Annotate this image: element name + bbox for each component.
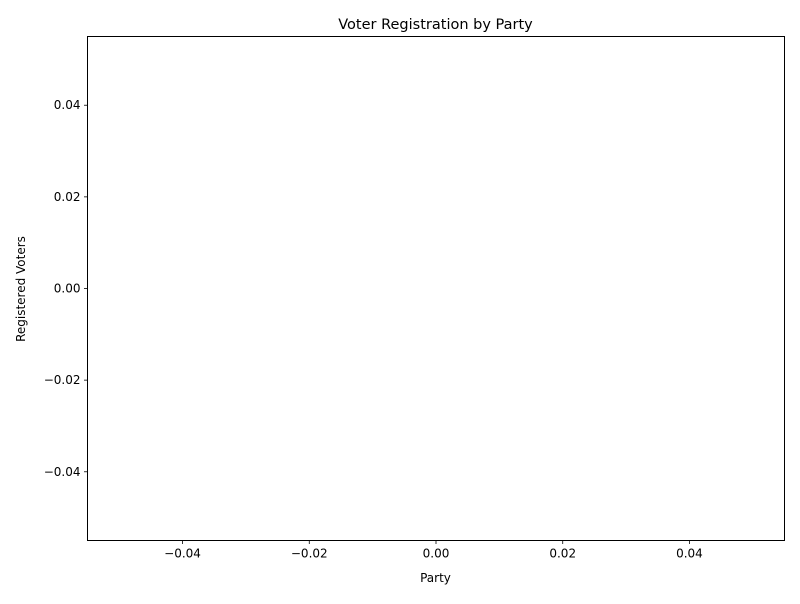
y-tick-label: 0.02 [54,190,81,204]
x-tick-label: 0.00 [423,547,450,561]
y-tick-label: −0.04 [44,465,81,479]
y-tick-label: −0.02 [44,373,81,387]
y-axis-label: Registered Voters [14,236,28,342]
y-axis-ticks: −0.04 −0.02 0.00 0.02 0.04 [44,98,88,479]
y-tick-label: 0.00 [54,282,81,296]
x-tick-label: −0.04 [164,547,201,561]
x-tick-label: 0.02 [549,547,576,561]
y-tick-label: 0.04 [54,98,81,112]
x-tick-label: −0.02 [291,547,328,561]
x-axis-ticks: −0.04 −0.02 0.00 0.02 0.04 [164,540,703,561]
chart-title: Voter Registration by Party [338,17,533,33]
x-tick-label: 0.04 [676,547,703,561]
x-axis-label: Party [420,571,451,585]
